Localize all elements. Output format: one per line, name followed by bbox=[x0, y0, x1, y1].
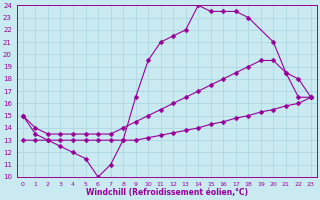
X-axis label: Windchill (Refroidissement éolien,°C): Windchill (Refroidissement éolien,°C) bbox=[86, 188, 248, 197]
